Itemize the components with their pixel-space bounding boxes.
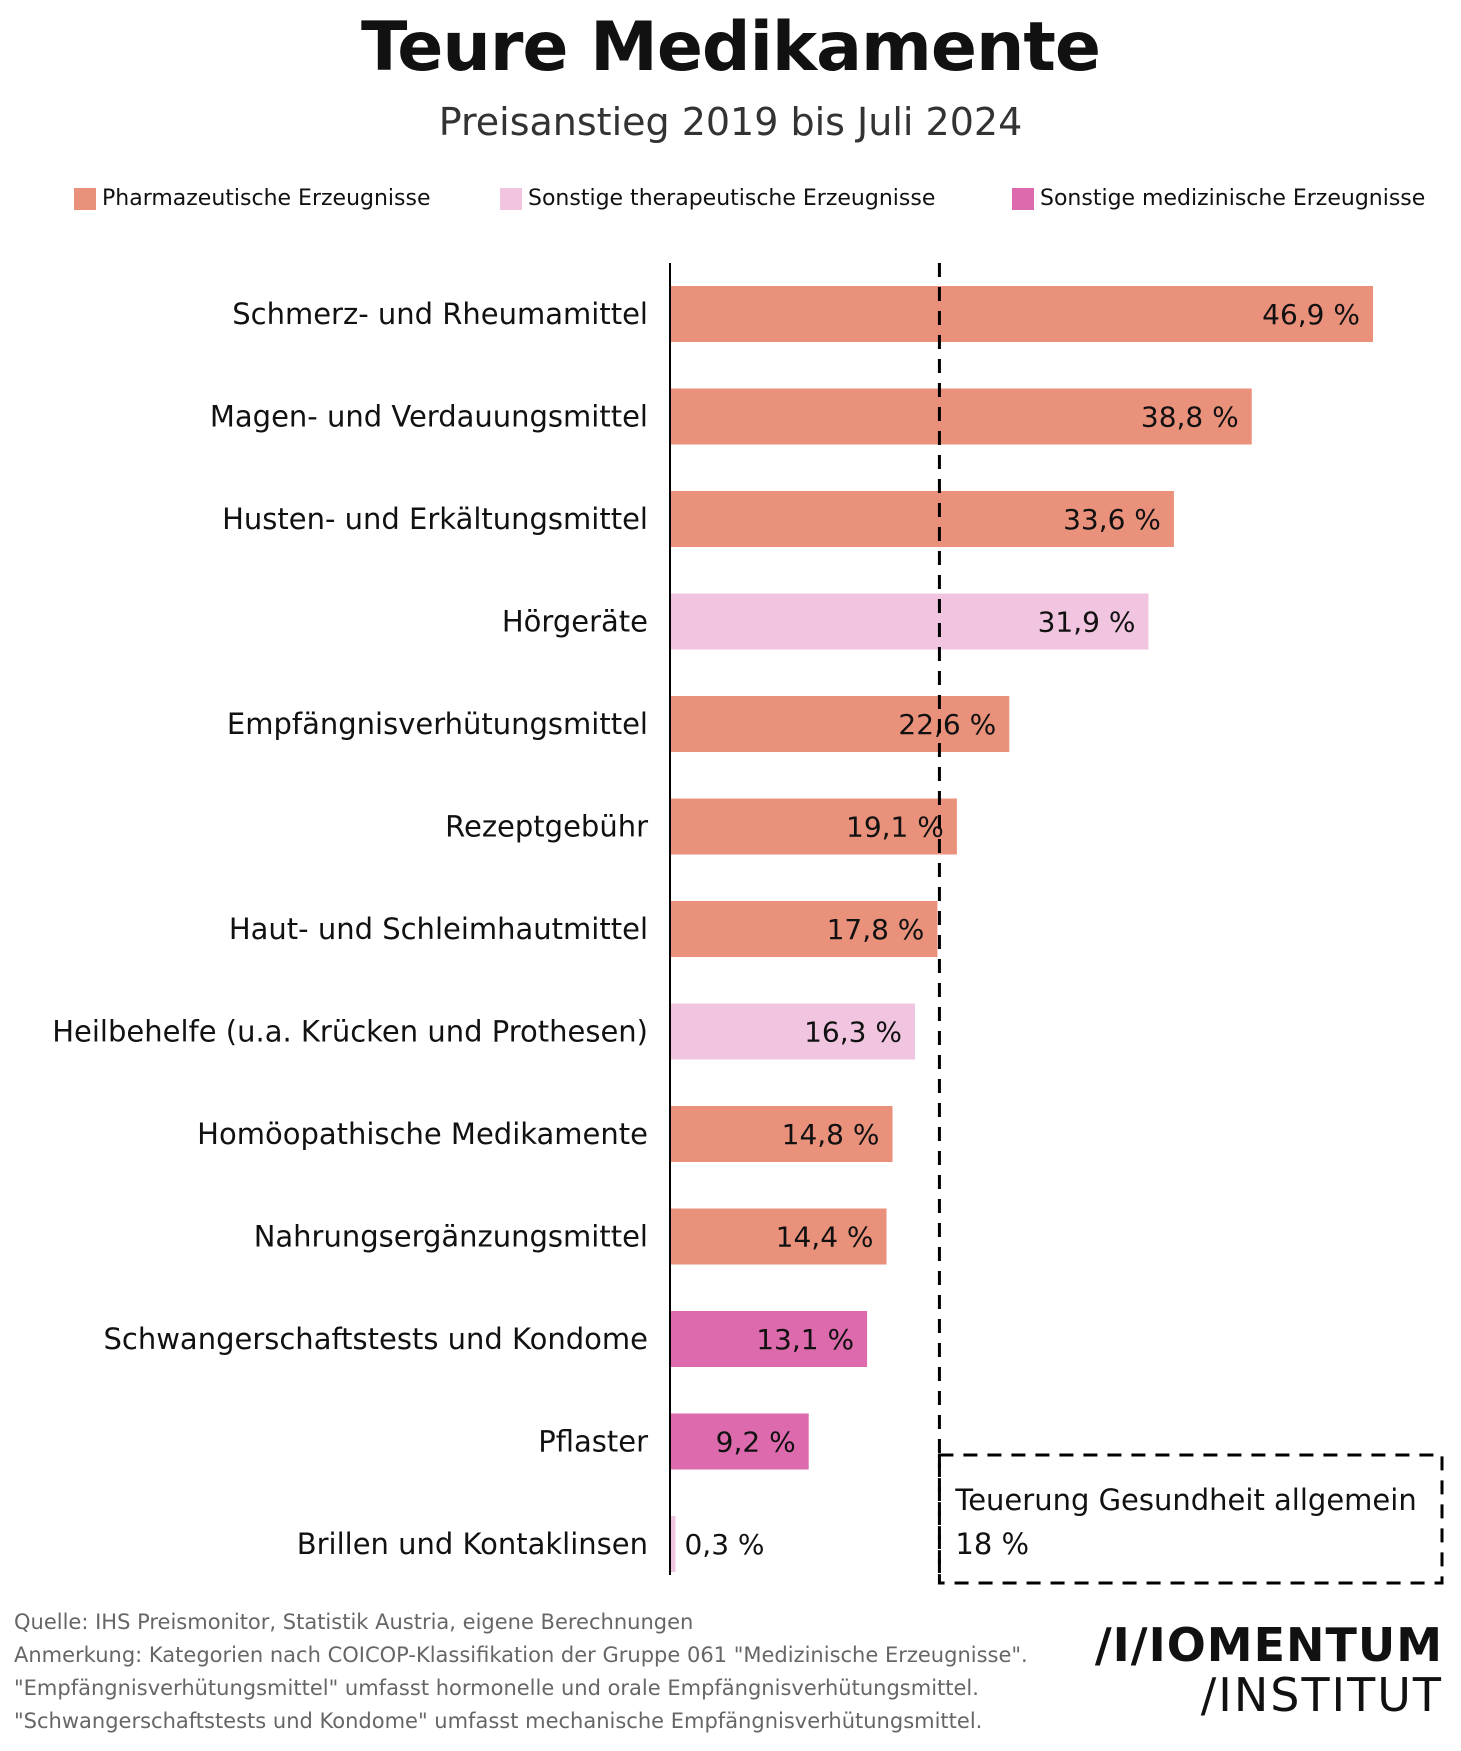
source-note: Quelle: IHS Preismonitor, Statistik Aust… bbox=[14, 1610, 694, 1634]
bar bbox=[671, 798, 957, 855]
legend-label: Sonstige medizinische Erzeugnisse bbox=[1040, 186, 1426, 211]
logo-line-2: /INSTITUT bbox=[1200, 1668, 1443, 1722]
category-label: Husten- und Erkältungsmittel bbox=[222, 502, 648, 536]
bar bbox=[671, 593, 1149, 650]
bar bbox=[671, 901, 938, 957]
chart-subtitle: Preisanstieg 2019 bis Juli 2024 bbox=[438, 100, 1023, 144]
bar bbox=[671, 1003, 915, 1060]
chart-title: Teure Medikamente bbox=[360, 8, 1101, 87]
bar bbox=[671, 1106, 893, 1162]
category-label: Schmerz- und Rheumamittel bbox=[232, 297, 648, 331]
category-label: Homöopathische Medikamente bbox=[197, 1117, 648, 1151]
category-label: Hörgeräte bbox=[502, 605, 648, 639]
value-label: 19,1 % bbox=[846, 811, 944, 844]
momentum-logo: /I/IOMENTUM /INSTITUT bbox=[1095, 1620, 1443, 1720]
bar bbox=[671, 1311, 868, 1367]
footer: Quelle: IHS Preismonitor, Statistik Aust… bbox=[14, 1606, 1094, 1738]
category-label: Empfängnisverhütungsmittel bbox=[227, 707, 648, 741]
reference-value: 18 % bbox=[955, 1527, 1029, 1561]
value-label: 33,6 % bbox=[1063, 503, 1161, 536]
legend-label: Sonstige therapeutische Erzeugnisse bbox=[528, 186, 936, 211]
category-label: Haut- und Schleimhautmittel bbox=[229, 912, 648, 946]
bar bbox=[671, 1516, 676, 1572]
value-label: 9,2 % bbox=[716, 1426, 796, 1459]
reference-label: Teuerung Gesundheit allgemein bbox=[954, 1483, 1416, 1517]
value-label: 17,8 % bbox=[827, 913, 925, 946]
legend-item-therapeutic: Sonstige therapeutische Erzeugnisse bbox=[500, 186, 935, 211]
category-label: Pflaster bbox=[538, 1425, 648, 1459]
value-label: 13,1 % bbox=[756, 1323, 854, 1356]
bar bbox=[671, 491, 1174, 547]
value-label: 14,4 % bbox=[776, 1221, 874, 1254]
annotation-note: Anmerkung: Kategorien nach COICOP-Klassi… bbox=[14, 1643, 1028, 1667]
bar bbox=[671, 1208, 887, 1265]
value-label: 38,8 % bbox=[1141, 401, 1239, 434]
legend-swatch bbox=[74, 187, 96, 210]
legend-item-medical: Sonstige medizinische Erzeugnisse bbox=[1012, 186, 1425, 211]
category-label: Nahrungsergänzungsmittel bbox=[254, 1220, 648, 1254]
legend: Pharmazeutische Erzeugnisse Sonstige the… bbox=[0, 186, 1461, 220]
value-label: 14,8 % bbox=[782, 1118, 880, 1151]
bar bbox=[671, 388, 1252, 445]
value-label: 16,3 % bbox=[804, 1016, 902, 1049]
legend-item-pharma: Pharmazeutische Erzeugnisse bbox=[74, 186, 431, 211]
annotation-note: "Empfängnisverhütungsmittel" umfasst hor… bbox=[14, 1676, 979, 1700]
category-label: Brillen und Kontaklinsen bbox=[297, 1527, 648, 1561]
legend-label: Pharmazeutische Erzeugnisse bbox=[102, 186, 431, 211]
bar bbox=[671, 1413, 809, 1470]
category-label: Heilbehelfe (u.a. Krücken und Prothesen) bbox=[52, 1015, 648, 1049]
reference-box bbox=[937, 1453, 1444, 1585]
bar bbox=[671, 286, 1373, 342]
legend-swatch bbox=[1012, 187, 1034, 210]
value-label: 31,9 % bbox=[1038, 606, 1136, 639]
value-label: 0,3 % bbox=[684, 1528, 764, 1561]
bar bbox=[671, 696, 1010, 752]
logo-line-1: /I/IOMENTUM bbox=[1094, 1618, 1443, 1672]
value-label: 46,9 % bbox=[1262, 298, 1360, 331]
category-label: Rezeptgebühr bbox=[445, 810, 648, 844]
legend-swatch bbox=[500, 187, 522, 210]
annotation-note: "Schwangerschaftstests und Kondome" umfa… bbox=[14, 1709, 983, 1733]
value-label: 22,6 % bbox=[898, 708, 996, 741]
category-label: Schwangerschaftstests und Kondome bbox=[103, 1322, 648, 1356]
category-label: Magen- und Verdauungsmittel bbox=[210, 400, 648, 434]
